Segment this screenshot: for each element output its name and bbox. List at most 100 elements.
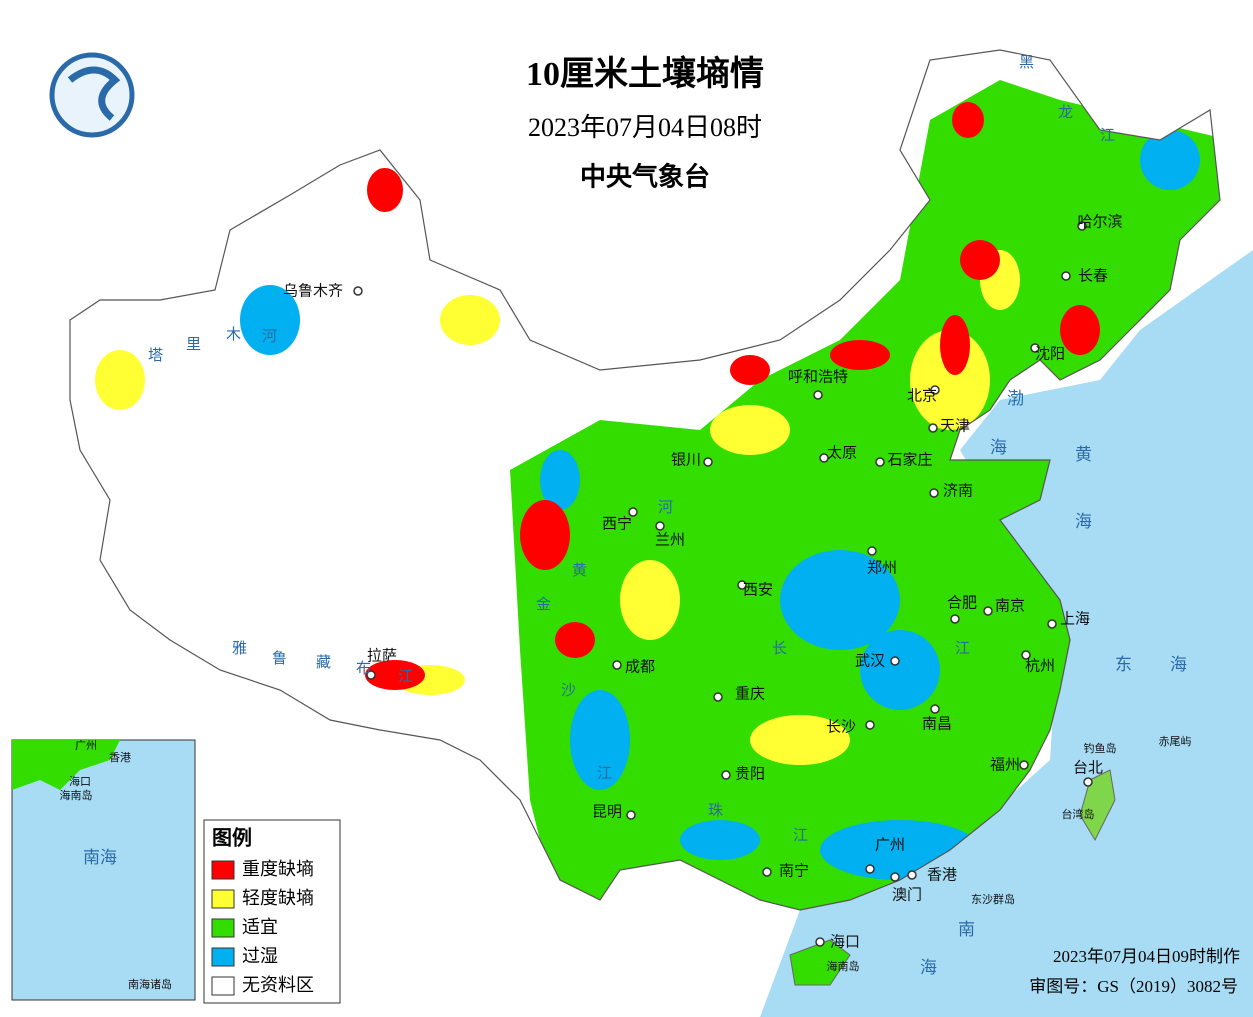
city-label: 济南 [943,482,973,500]
city-label: 重庆 [735,685,765,703]
sea-label: 黄海 [1075,445,1092,532]
city-label: 南京 [995,597,1025,615]
city-dot [713,692,723,702]
island-label: 台湾岛 [1062,807,1095,821]
legend-label: 适宜 [242,917,278,938]
city-dot [721,770,731,780]
moisture-layer [70,50,1220,910]
city-dot [929,488,939,498]
legend-swatch [211,918,235,938]
city-dot [1047,619,1057,629]
inset [11,739,196,1001]
severe-dry-areas [365,102,1100,690]
sea-label: 南海 [920,920,975,978]
made-time: 2023年07月04日09时制作 [1053,947,1240,966]
legend-frame [203,819,341,1004]
city-dot [737,580,747,590]
slight-dry-areas [95,250,1020,765]
river-label: 黄河 [572,498,673,579]
inset-label: 海口 [69,774,91,788]
approval: 审图号：GS（2019）3082号 [1029,977,1238,996]
legend-label: 过湿 [242,946,278,967]
city-label: 太原 [827,444,857,462]
city-dot [626,810,636,820]
legend-title: 图例 [212,826,252,850]
city-label: 福州 [990,756,1020,774]
inset-label: 广州 [75,739,97,752]
river-label: 长江 [772,639,970,657]
city-label: 哈尔滨 [1077,213,1122,231]
island-label: 钓鱼岛 [1084,741,1117,755]
city-label: 海口 [830,933,860,951]
city-label: 石家庄 [887,451,932,469]
city-label: 南宁 [779,862,809,880]
sea [760,250,1253,1017]
city-dot [890,656,900,666]
city-label: 长春 [1078,267,1108,285]
city-dot [950,614,960,624]
city-dot [1077,221,1087,231]
city-label: 天津 [940,417,970,435]
logo [49,52,135,138]
inset-label: 香港 [109,751,131,764]
city-dot [867,546,877,556]
city-dot [930,704,940,714]
city-label: 银川 [671,451,701,469]
city-dot [1061,271,1071,281]
city-label: 贵阳 [735,765,765,783]
city-label: 澳门 [892,886,922,904]
inset-label: 南海诸岛 [128,977,172,991]
legend-label: 轻度缺墒 [242,888,314,909]
city-dot [928,423,938,433]
city-dot [930,385,940,395]
river-label: 塔里木河 [148,325,277,364]
legend-swatch [211,947,235,967]
city-label: 乌鲁木齐 [283,282,343,300]
suitable [510,80,1220,910]
agency: 中央气象台 [580,162,710,193]
city-dot [819,453,829,463]
city-dot [875,457,885,467]
city-dot [655,521,665,531]
city-dot [628,507,638,517]
city-label: 长沙 [826,718,856,736]
wet-areas [240,130,1200,880]
river-label: 金沙江 [536,595,612,782]
city-label: 西安 [743,581,773,599]
inset-land [12,740,120,790]
city-label: 上海 [1060,610,1090,628]
city-dot [983,606,993,616]
city-label: 合肥 [947,594,977,612]
inset-label: 南海 [83,848,117,868]
city-dot [1019,760,1029,770]
taiwan [1079,769,1116,842]
city-label: 拉萨 [367,647,397,665]
city-dot [353,286,363,296]
inset-frame [11,739,196,1001]
river-label: 黑龙江 [1019,53,1115,144]
city-label: 呼和浩特 [788,368,848,386]
datetime: 2023年07月04日08时 [528,113,762,142]
city-dot [612,660,622,670]
city-label: 台北 [1073,759,1103,777]
city-label: 北京 [907,387,937,405]
city-label: 沈阳 [1035,345,1065,363]
sea-label: 渤海 [990,389,1024,458]
city-label: 兰州 [655,531,685,549]
city-dot [865,864,875,874]
city-label: 香港 [927,866,957,884]
legend-label: 重度缺墒 [242,859,314,880]
city-label: 广州 [875,836,905,854]
island-label: 海南岛 [827,959,860,973]
island-label: 东沙群岛 [971,892,1015,906]
legend-swatch [211,976,235,996]
legend-swatch [211,889,235,909]
city-dot [366,670,376,680]
city-label: 南昌 [922,715,952,733]
legend-label: 无资料区 [242,975,314,996]
city-label: 武汉 [855,652,885,670]
river-label: 珠江 [708,801,808,844]
city-dot [815,937,825,947]
